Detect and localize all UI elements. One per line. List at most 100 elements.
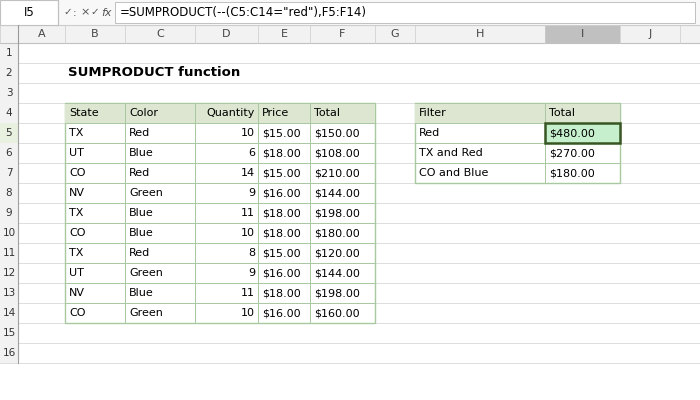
Bar xyxy=(0,203,18,223)
Bar xyxy=(0,143,18,163)
Text: $18.00: $18.00 xyxy=(262,288,301,298)
Text: 10: 10 xyxy=(241,308,255,318)
Text: Red: Red xyxy=(129,168,150,178)
Bar xyxy=(0,283,18,303)
Text: $144.00: $144.00 xyxy=(314,188,360,198)
Bar xyxy=(545,25,620,43)
Bar xyxy=(0,323,18,343)
Text: $198.00: $198.00 xyxy=(314,208,360,218)
Text: ✓: ✓ xyxy=(90,8,99,18)
Text: State: State xyxy=(69,108,99,118)
Text: ✓: ✓ xyxy=(63,8,71,18)
Text: Red: Red xyxy=(129,248,150,258)
Text: 11: 11 xyxy=(2,248,15,258)
Bar xyxy=(0,123,18,143)
Text: CO and Blue: CO and Blue xyxy=(419,168,489,178)
Text: $18.00: $18.00 xyxy=(262,208,301,218)
Text: A: A xyxy=(38,29,46,39)
Text: 1: 1 xyxy=(6,48,13,58)
Text: $270.00: $270.00 xyxy=(549,148,595,158)
Text: C: C xyxy=(156,29,164,39)
Text: Green: Green xyxy=(129,188,163,198)
Bar xyxy=(0,303,18,323)
Text: :: : xyxy=(73,8,76,18)
Text: ×: × xyxy=(80,8,90,18)
Text: TX and Red: TX and Red xyxy=(419,148,483,158)
Text: 9: 9 xyxy=(6,208,13,218)
Text: Red: Red xyxy=(129,128,150,138)
Text: NV: NV xyxy=(69,188,85,198)
Text: I5: I5 xyxy=(24,6,34,19)
Text: $150.00: $150.00 xyxy=(314,128,360,138)
Text: 3: 3 xyxy=(6,88,13,98)
Text: 10: 10 xyxy=(241,128,255,138)
Text: 12: 12 xyxy=(2,268,15,278)
Text: SUMPRODUCT function: SUMPRODUCT function xyxy=(68,66,240,80)
Bar xyxy=(0,343,18,363)
Bar xyxy=(0,183,18,203)
Text: $16.00: $16.00 xyxy=(262,268,300,278)
Text: B: B xyxy=(91,29,99,39)
Text: 10: 10 xyxy=(2,228,15,238)
Text: 14: 14 xyxy=(2,308,15,318)
Bar xyxy=(0,63,18,83)
Text: $180.00: $180.00 xyxy=(549,168,595,178)
Text: $16.00: $16.00 xyxy=(262,308,300,318)
Text: $16.00: $16.00 xyxy=(262,188,300,198)
Text: 16: 16 xyxy=(2,348,15,358)
Text: Green: Green xyxy=(129,268,163,278)
Text: fx: fx xyxy=(101,8,111,18)
Bar xyxy=(0,263,18,283)
Text: Price: Price xyxy=(262,108,289,118)
Text: I: I xyxy=(581,29,584,39)
Text: 4: 4 xyxy=(6,108,13,118)
Text: 8: 8 xyxy=(248,248,255,258)
Text: $15.00: $15.00 xyxy=(262,248,300,258)
Text: 6: 6 xyxy=(248,148,255,158)
Text: $480.00: $480.00 xyxy=(549,128,595,138)
Text: UT: UT xyxy=(69,148,84,158)
Bar xyxy=(65,103,375,323)
Text: Total: Total xyxy=(549,108,575,118)
Bar xyxy=(0,43,18,63)
Text: D: D xyxy=(223,29,231,39)
Text: Color: Color xyxy=(129,108,158,118)
Text: Blue: Blue xyxy=(129,208,154,218)
Text: CO: CO xyxy=(69,168,85,178)
Bar xyxy=(0,25,700,43)
Text: $15.00: $15.00 xyxy=(262,168,300,178)
Text: H: H xyxy=(476,29,484,39)
Text: $108.00: $108.00 xyxy=(314,148,360,158)
Text: Red: Red xyxy=(419,128,440,138)
Text: Green: Green xyxy=(129,308,163,318)
Text: NV: NV xyxy=(69,288,85,298)
Text: 9: 9 xyxy=(248,188,255,198)
Text: CO: CO xyxy=(69,228,85,238)
Bar xyxy=(0,103,18,123)
Bar xyxy=(0,163,18,183)
Text: 11: 11 xyxy=(241,288,255,298)
Text: 2: 2 xyxy=(6,68,13,78)
Text: $15.00: $15.00 xyxy=(262,128,300,138)
Text: J: J xyxy=(648,29,652,39)
Text: TX: TX xyxy=(69,128,83,138)
Text: 8: 8 xyxy=(6,188,13,198)
Text: F: F xyxy=(340,29,346,39)
Text: 5: 5 xyxy=(6,128,13,138)
Text: Blue: Blue xyxy=(129,288,154,298)
Text: Blue: Blue xyxy=(129,148,154,158)
Bar xyxy=(0,0,700,25)
Bar xyxy=(0,0,58,25)
Text: 11: 11 xyxy=(241,208,255,218)
Bar xyxy=(0,83,18,103)
Text: 9: 9 xyxy=(248,268,255,278)
Bar xyxy=(545,123,620,143)
Text: $18.00: $18.00 xyxy=(262,148,301,158)
Text: TX: TX xyxy=(69,248,83,258)
Text: 14: 14 xyxy=(241,168,255,178)
Text: Blue: Blue xyxy=(129,228,154,238)
Bar xyxy=(65,103,375,123)
Text: $18.00: $18.00 xyxy=(262,228,301,238)
Text: =SUMPRODUCT(--(C5:C14="red"),F5:F14): =SUMPRODUCT(--(C5:C14="red"),F5:F14) xyxy=(120,6,367,19)
Text: UT: UT xyxy=(69,268,84,278)
